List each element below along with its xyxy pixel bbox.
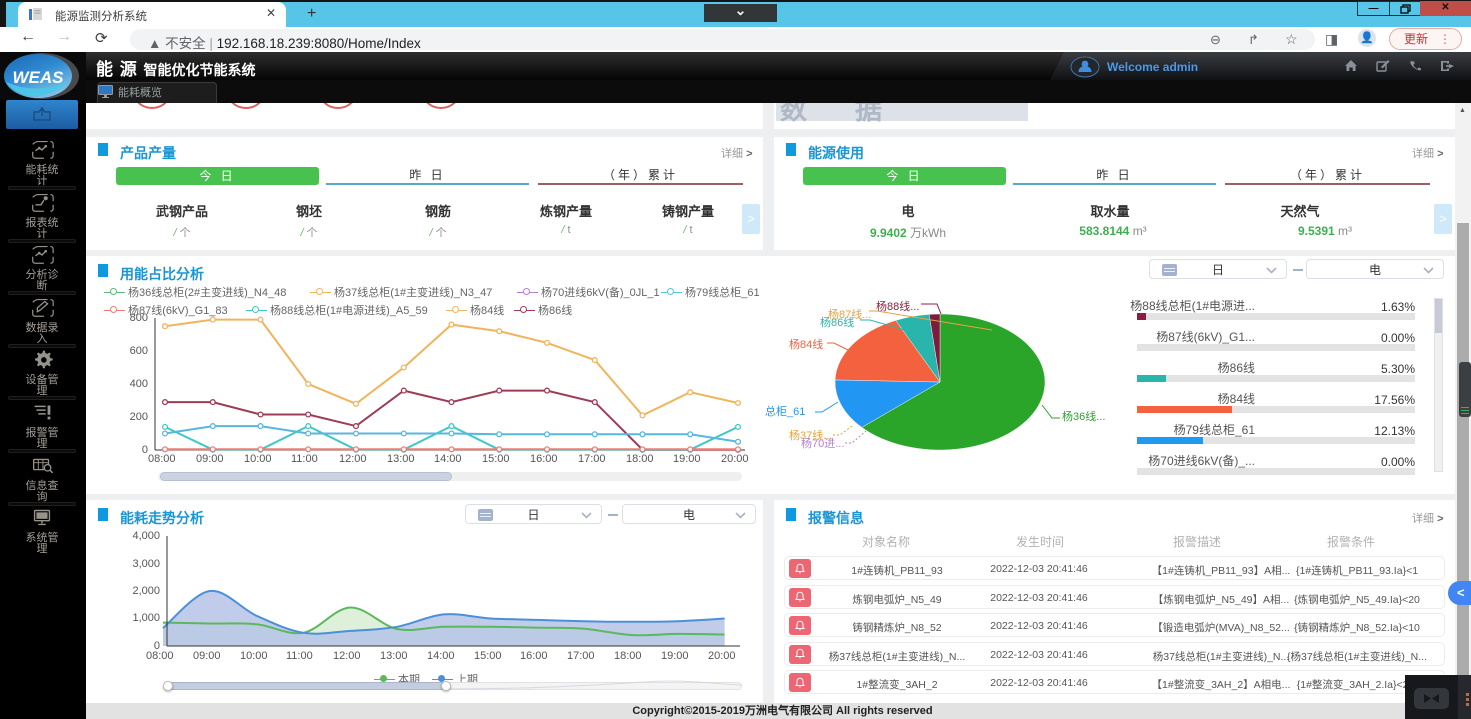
svg-text:WEAS: WEAS	[13, 68, 65, 87]
